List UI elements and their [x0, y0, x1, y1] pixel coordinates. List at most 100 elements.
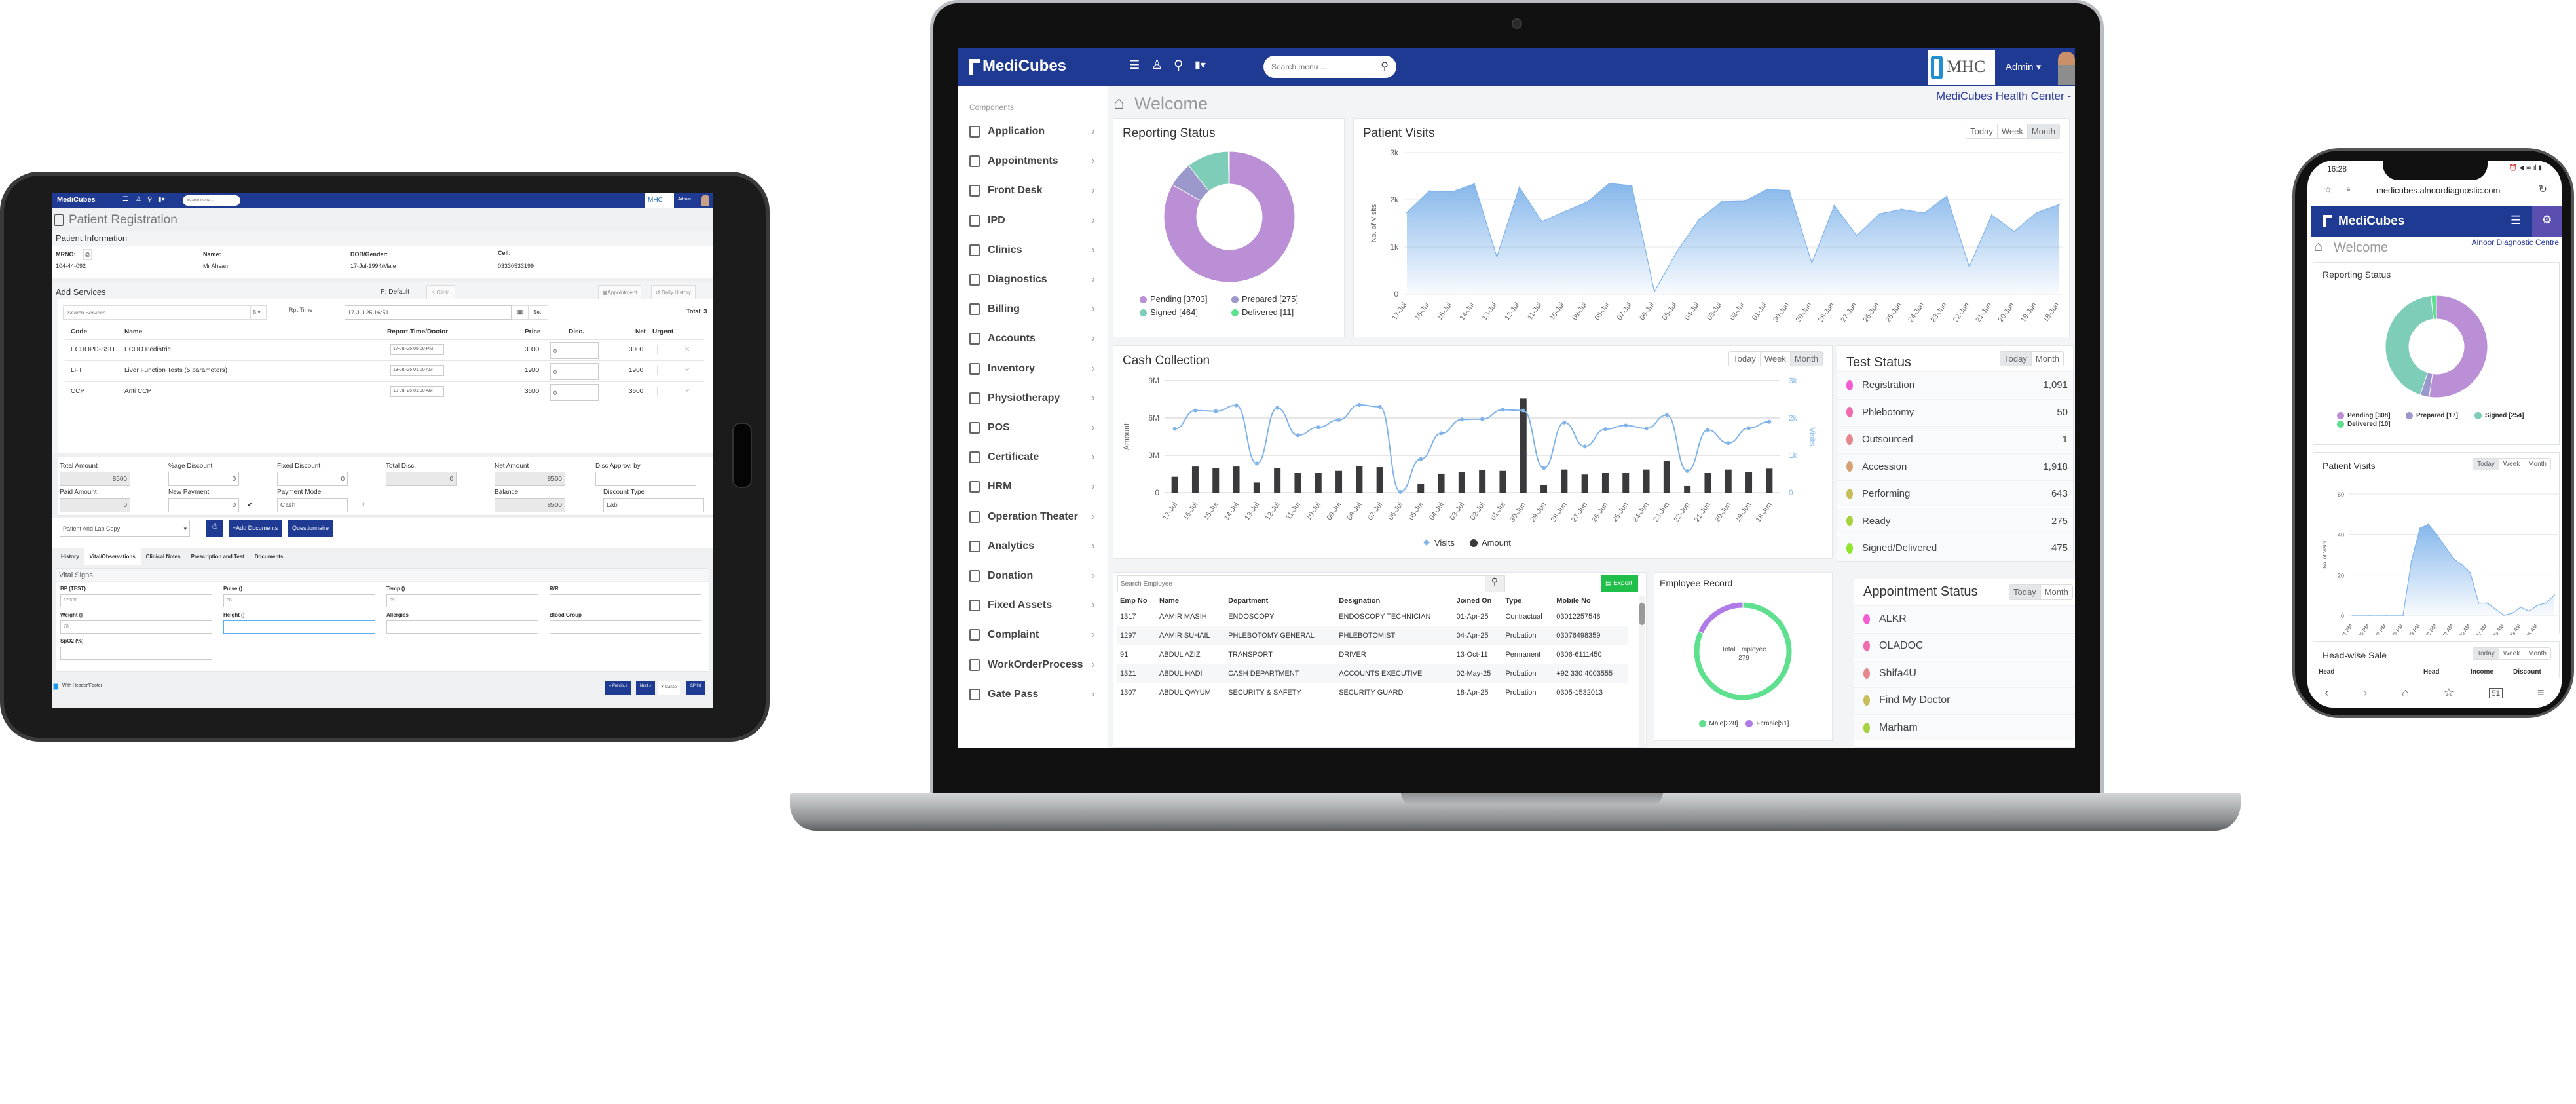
search-menu-input[interactable]: [183, 195, 240, 206]
data-point[interactable]: [1811, 262, 1813, 264]
sidebar-item-billing[interactable]: Billing ›: [969, 299, 1100, 319]
range-today[interactable]: Today: [2000, 352, 2031, 366]
status-row[interactable]: Accession 1,918: [1837, 453, 2073, 480]
logo[interactable]: MediCubes: [57, 196, 96, 204]
data-point[interactable]: [2427, 523, 2429, 525]
search-icon[interactable]: ⚲: [1174, 58, 1184, 73]
data-point[interactable]: [2013, 231, 2015, 233]
legend-item[interactable]: Pending [308]: [2337, 412, 2406, 419]
next-button[interactable]: Next »: [636, 681, 656, 695]
url-bar[interactable]: medicubes.alnoordiagnostic.com: [2376, 185, 2501, 195]
sidebar-item-physiotherapy[interactable]: Physiotherapy ›: [969, 389, 1100, 408]
range-week[interactable]: Week: [1759, 352, 1790, 366]
set-button[interactable]: Set: [529, 305, 548, 320]
report-time-field[interactable]: 18-Jul-25 01:00 AM: [390, 386, 444, 397]
legend-item[interactable]: Delivered [11]: [1231, 307, 1323, 317]
data-point[interactable]: [1496, 256, 1498, 258]
bar-amount[interactable]: [1438, 473, 1445, 493]
visits-point[interactable]: [1603, 427, 1607, 432]
payment-mode-field[interactable]: Cash: [277, 498, 348, 512]
tab-prescription-and-test[interactable]: Prescription and Test: [191, 554, 244, 560]
sidebar-item-accounts[interactable]: Accounts ›: [969, 329, 1100, 349]
data-point[interactable]: [2478, 602, 2480, 604]
status-row[interactable]: Find My Doctor0: [1854, 687, 2075, 714]
disc-approv-field[interactable]: [595, 472, 696, 486]
visits-point[interactable]: [1357, 403, 1362, 408]
column-header[interactable]: Joined On: [1456, 597, 1492, 605]
sidebar-item-appointments[interactable]: Appointments ›: [969, 151, 1100, 171]
export-button[interactable]: ▤ Export: [1601, 575, 1638, 592]
search-icon[interactable]: ⚲: [147, 196, 153, 203]
legend-item[interactable]: Prepared [275]: [1231, 294, 1323, 304]
visits-point[interactable]: [1296, 433, 1300, 438]
visits-point[interactable]: [1439, 431, 1444, 436]
discount-input[interactable]: 0: [550, 384, 599, 401]
visits-point[interactable]: [1644, 426, 1649, 430]
user-icon[interactable]: ♙: [1151, 58, 1163, 72]
logo[interactable]: MediCubes: [982, 57, 1067, 75]
visits-point[interactable]: [1316, 425, 1320, 430]
sidebar-item-operation-theater[interactable]: Operation Theater ›: [969, 507, 1100, 527]
data-point[interactable]: [2394, 615, 2396, 616]
data-point[interactable]: [1541, 221, 1543, 223]
donut-slice-delivered[interactable]: [1227, 151, 1230, 185]
avatar[interactable]: [701, 195, 709, 206]
data-point[interactable]: [1901, 208, 1903, 210]
table-row[interactable]: 1307 ABDUL QAYUM SECURITY & SAFETY SECURITY…: [1117, 683, 1628, 702]
data-point[interactable]: [1766, 189, 1768, 191]
donut-slice-delivered[interactable]: [2431, 295, 2437, 320]
legend-item[interactable]: Prepared [17]: [2406, 412, 2474, 419]
data-point[interactable]: [1990, 214, 1992, 216]
report-time-field[interactable]: 18-Jul-25 01:00 AM: [390, 365, 444, 376]
data-point[interactable]: [2520, 606, 2522, 608]
legend-item[interactable]: Female[51]: [1745, 720, 1789, 727]
appointment-button[interactable]: ▦Appointment: [598, 285, 642, 301]
visits-point[interactable]: [1377, 404, 1382, 409]
sidebar-item-workorderprocess[interactable]: WorkOrderProcess ›: [969, 655, 1100, 675]
vital-input[interactable]: 99: [386, 594, 538, 607]
rpt-time-input[interactable]: 17-Jul-25 16:51: [345, 305, 512, 320]
column-header[interactable]: Mobile No: [1556, 597, 1591, 605]
vital-input[interactable]: 78: [60, 620, 212, 634]
data-point[interactable]: [1428, 190, 1430, 192]
status-row[interactable]: Registration 1,091: [1837, 371, 2073, 398]
urgent-checkbox[interactable]: [650, 345, 658, 354]
bar-amount[interactable]: [1540, 485, 1548, 493]
column-header[interactable]: Designation: [1339, 597, 1381, 605]
bar-amount[interactable]: [1622, 472, 1630, 493]
visits-point[interactable]: [1193, 408, 1197, 413]
visits-point[interactable]: [1501, 408, 1505, 412]
visits-point[interactable]: [1480, 417, 1485, 421]
visits-point[interactable]: [1664, 413, 1669, 417]
data-point[interactable]: [2461, 563, 2463, 565]
visits-point[interactable]: [1398, 489, 1402, 494]
data-point[interactable]: [2537, 604, 2539, 606]
donut-slice-pending[interactable]: [2429, 295, 2488, 398]
visits-point[interactable]: [1172, 427, 1177, 431]
add-documents-button[interactable]: +Add Documents: [229, 520, 282, 537]
range-today[interactable]: Today: [1966, 124, 1997, 138]
range-month[interactable]: Month: [2026, 124, 2059, 138]
range-today[interactable]: Today: [1729, 352, 1760, 366]
status-row[interactable]: Signed/Delivered 475: [1837, 535, 2073, 561]
visits-point[interactable]: [1214, 409, 1218, 413]
data-point[interactable]: [1946, 195, 1948, 197]
data-point[interactable]: [2495, 608, 2497, 610]
bookmark-star-icon[interactable]: ☆: [2324, 184, 2332, 195]
data-point[interactable]: [2511, 612, 2513, 614]
menu-icon[interactable]: ☰: [1129, 58, 1140, 71]
remove-icon[interactable]: ✕: [684, 388, 690, 395]
visits-point[interactable]: [1624, 423, 1628, 428]
status-row[interactable]: Outsourced 1: [1837, 426, 2073, 452]
vital-input[interactable]: [60, 647, 212, 660]
visits-point[interactable]: [1726, 441, 1730, 446]
visits-point[interactable]: [1275, 406, 1280, 410]
data-point[interactable]: [1833, 204, 1835, 206]
visits-point[interactable]: [1234, 403, 1239, 408]
data-point[interactable]: [1744, 200, 1745, 202]
settings-icon[interactable]: ⚙: [2532, 206, 2562, 237]
status-row[interactable]: Phlebotomy 50: [1837, 398, 2073, 425]
data-point[interactable]: [2486, 602, 2488, 604]
user-menu[interactable]: Admin ▾: [2006, 62, 2042, 73]
previous-button[interactable]: « Previous: [605, 681, 632, 695]
